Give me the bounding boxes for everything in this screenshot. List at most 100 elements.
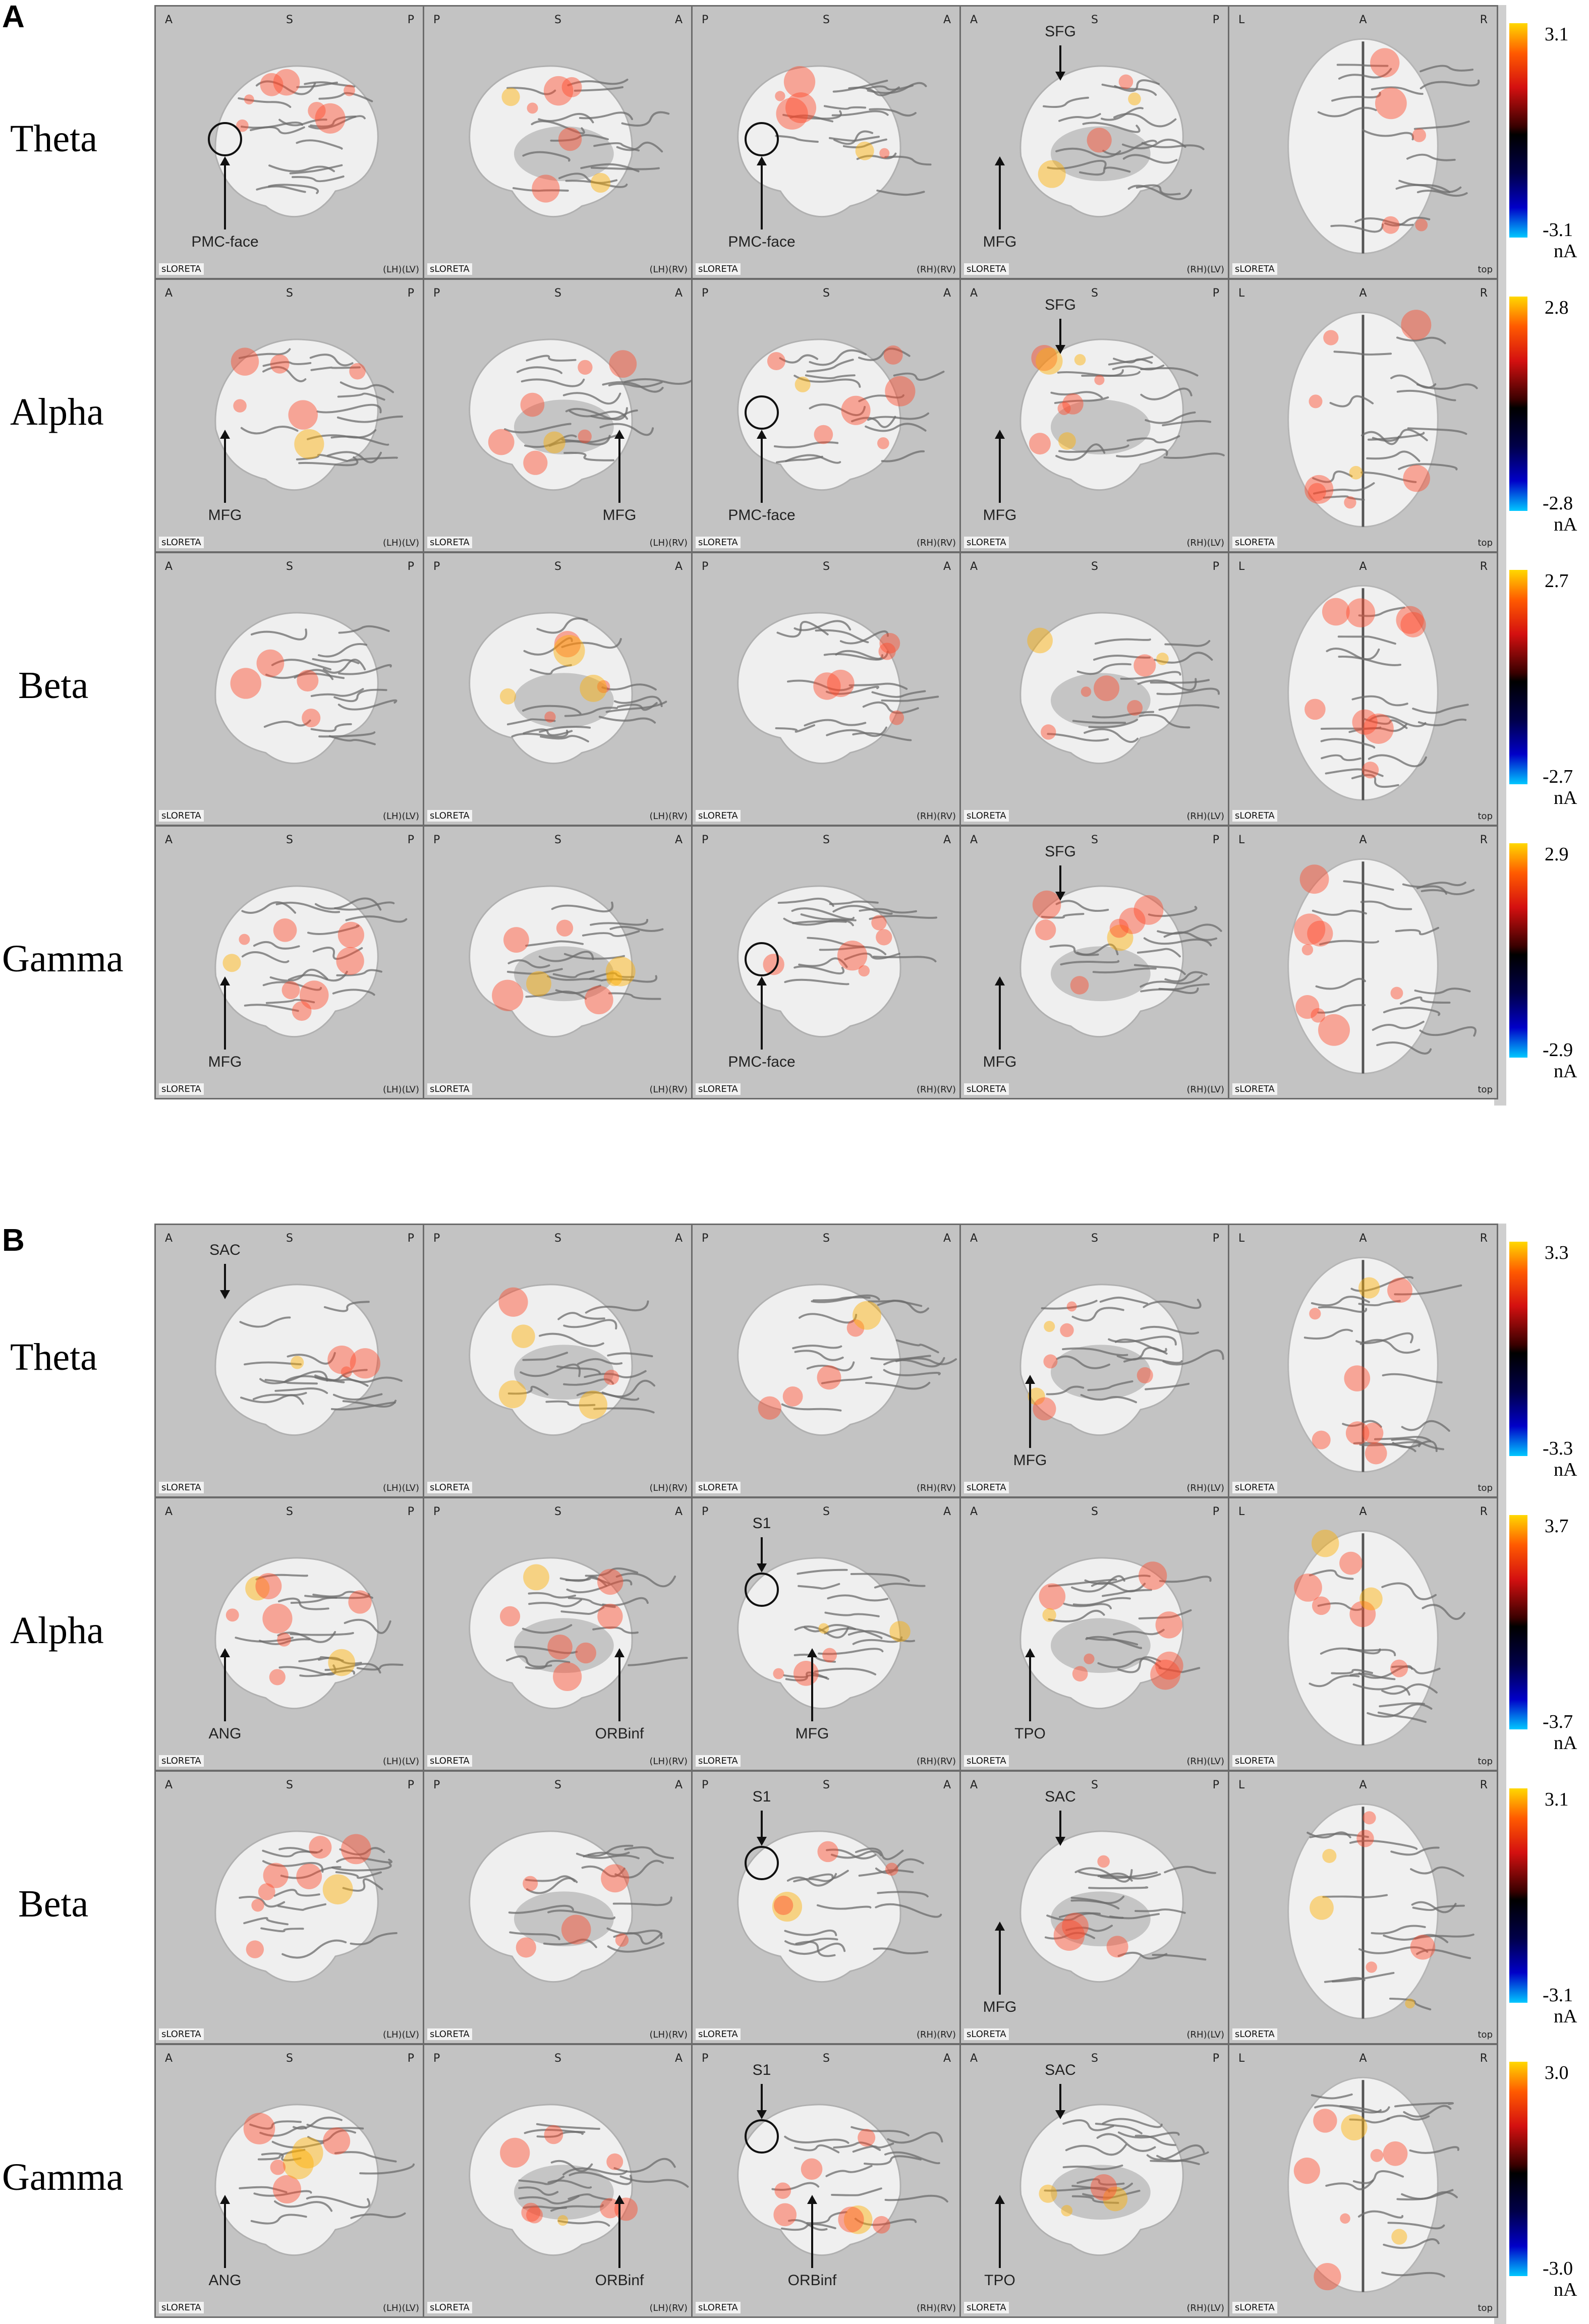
orientation-label: P [433, 1505, 440, 1518]
software-tag: sLORETA [1232, 1482, 1277, 1493]
region-label: MFG [983, 1054, 1017, 1070]
orientation-label: R [1480, 1505, 1488, 1518]
brain-render [469, 2104, 689, 2256]
view-code: (LH)(LV) [382, 811, 419, 822]
colorbar-min: -2.7 [1543, 766, 1573, 787]
brain-render [737, 65, 932, 218]
band-label: Gamma [2, 938, 124, 980]
brain-surface [469, 885, 664, 1038]
software-tag: sLORETA [696, 263, 741, 275]
colorbar-max: 3.3 [1545, 1242, 1569, 1263]
band-label: Alpha [10, 391, 104, 433]
view-code: top [1478, 264, 1493, 275]
view-code: (RH)(RV) [917, 1756, 956, 1767]
software-tag: sLORETA [964, 810, 1009, 822]
orientation-label: S [554, 1779, 561, 1791]
brain-render [214, 885, 408, 1038]
view-code: (LH)(LV) [382, 264, 419, 275]
orientation-label: P [1212, 560, 1219, 573]
orientation-label: A [165, 1505, 173, 1518]
orientation-label: S [286, 834, 293, 846]
brain-render [1287, 1530, 1466, 1746]
orientation-label: R [1480, 560, 1488, 573]
brain-surface [1287, 1803, 1474, 2019]
brain-render [214, 2104, 415, 2256]
orientation-label: P [407, 1232, 414, 1245]
orientation-label: A [970, 834, 978, 846]
orientation-label: L [1238, 560, 1245, 573]
orientation-label: P [407, 1505, 414, 1518]
orientation-label: A [674, 14, 683, 26]
region-label: TPO [984, 2272, 1015, 2289]
orientation-label: S [554, 14, 561, 26]
orientation-label: A [165, 14, 173, 26]
brain-surface [1287, 1530, 1466, 1746]
orientation-label: P [407, 834, 414, 846]
orientation-label: P [407, 1779, 414, 1791]
brain-render [737, 338, 945, 491]
brain-surface [737, 1284, 957, 1436]
brain-surface [1019, 1830, 1216, 1983]
brain-surface [1287, 38, 1480, 254]
orientation-label: S [554, 1232, 561, 1245]
colorbar-unit: nA [1554, 787, 1577, 808]
colorbar-gradient [1509, 23, 1527, 238]
view-code: (LH)(RV) [649, 264, 688, 275]
orientation-label: S [286, 14, 293, 26]
orientation-label: A [943, 1505, 951, 1518]
software-tag: sLORETA [964, 2028, 1009, 2040]
view-code: (LH)(LV) [382, 2303, 419, 2313]
software-tag: sLORETA [159, 1083, 204, 1095]
colorbar-unit: nA [1554, 2006, 1577, 2027]
colorbar-unit: nA [1554, 241, 1577, 262]
orientation-label: A [1359, 14, 1367, 26]
brain-surface [1019, 885, 1222, 1038]
orientation-label: S [823, 2052, 830, 2065]
region-label: SFG [1045, 23, 1076, 40]
brain-surface [1287, 585, 1469, 801]
software-tag: sLORETA [696, 1755, 741, 1767]
software-tag: sLORETA [427, 810, 472, 822]
orientation-label: A [674, 560, 683, 573]
software-tag: sLORETA [427, 2302, 472, 2313]
orientation-label: P [407, 14, 414, 26]
orientation-label: R [1480, 2052, 1488, 2065]
region-label: SFG [1045, 843, 1076, 860]
band-label: Theta [10, 118, 98, 160]
view-code: (RH)(LV) [1186, 1483, 1225, 1493]
orientation-label: P [433, 1232, 440, 1245]
orientation-label: P [1212, 287, 1219, 300]
orientation-label: P [407, 287, 414, 300]
region-label: MFG [983, 1999, 1017, 2015]
colorbar-gradient [1509, 297, 1527, 511]
software-tag: sLORETA [159, 537, 204, 548]
software-tag: sLORETA [1232, 2302, 1277, 2313]
orientation-label: P [702, 2052, 709, 2065]
colorbar-unit: nA [1554, 1732, 1577, 1754]
orientation-label: S [554, 2052, 561, 2065]
orientation-label: A [970, 1779, 978, 1791]
software-tag: sLORETA [964, 1083, 1009, 1095]
software-tag: sLORETA [159, 2302, 204, 2313]
view-code: (RH)(LV) [1186, 2029, 1225, 2040]
view-code: (RH)(RV) [917, 2303, 956, 2313]
orientation-label: S [1091, 1779, 1098, 1791]
orientation-label: A [674, 1505, 683, 1518]
software-tag: sLORETA [964, 1482, 1009, 1493]
view-code: (LH)(RV) [649, 1756, 688, 1767]
view-code: (RH)(LV) [1186, 2303, 1225, 2313]
orientation-label: S [1091, 14, 1098, 26]
colorbar-unit: nA [1554, 2279, 1577, 2300]
brain-surface [737, 338, 945, 491]
brain-surface [1019, 338, 1225, 491]
